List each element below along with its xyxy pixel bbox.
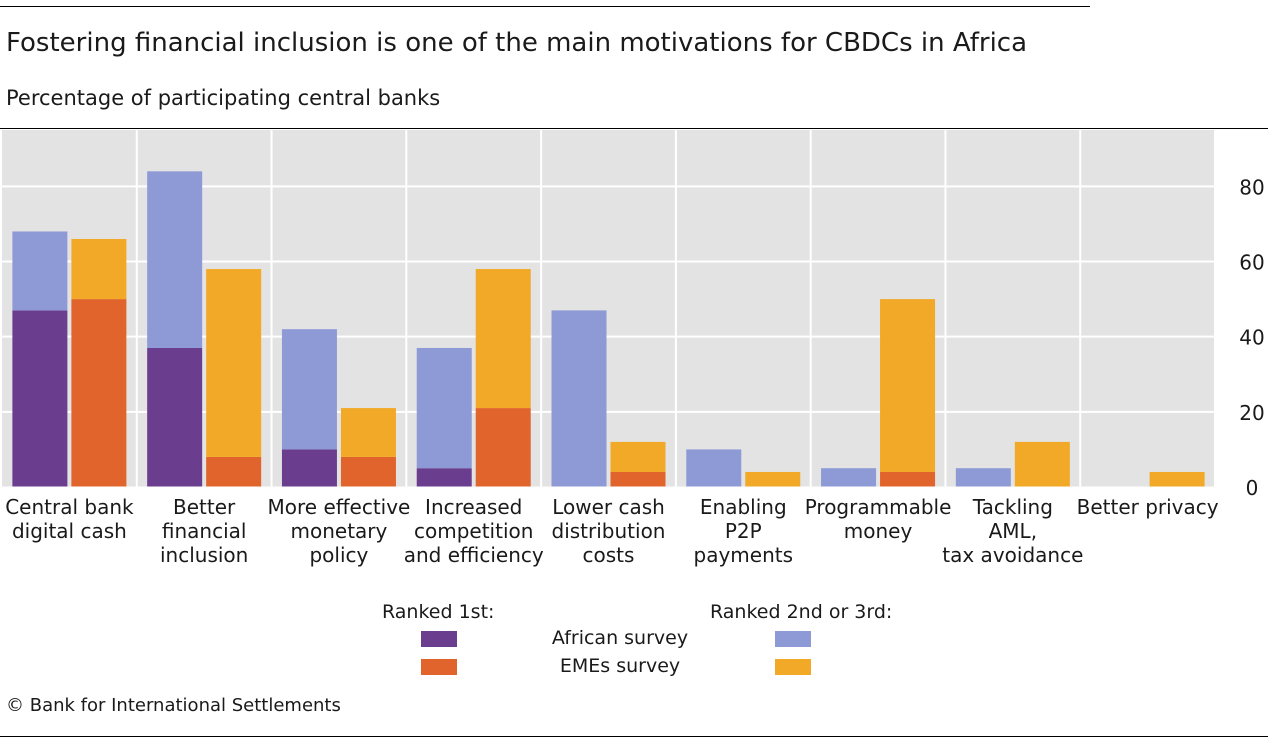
y-tick-label: 60	[1239, 251, 1264, 275]
chart-title: Fostering financial inclusion is one of …	[6, 28, 1028, 58]
category-label: Better	[173, 495, 236, 519]
bar-emes-ranked-2nd-3rd	[340, 408, 396, 457]
bar-emes-ranked-1st	[880, 471, 936, 487]
category-label: Better privacy	[1077, 495, 1219, 519]
bar-emes-ranked-2nd-3rd	[610, 441, 666, 472]
bar-african-ranked-2nd-3rd	[551, 310, 607, 487]
category-label: payments	[694, 543, 794, 567]
legend-heading-ranked-2nd-3rd: Ranked 2nd or 3rd:	[710, 601, 893, 623]
bar-emes-ranked-1st	[610, 471, 666, 487]
header-rule	[0, 128, 1268, 129]
legend-label-emes-survey: EMEs survey	[559, 655, 681, 677]
bar-african-ranked-2nd-3rd	[955, 468, 1011, 487]
legend-swatch-african-ranked-2nd-3rd	[775, 631, 811, 647]
bottom-rule	[0, 736, 1268, 737]
bar-african-ranked-2nd-3rd	[147, 171, 203, 348]
bar-african-ranked-2nd-3rd	[821, 468, 877, 487]
y-tick-label: 40	[1239, 326, 1264, 350]
bar-african-ranked-1st	[147, 347, 203, 487]
bar-emes-ranked-1st	[340, 456, 396, 487]
bar-african-ranked-2nd-3rd	[416, 347, 472, 469]
category-label: inclusion	[160, 543, 248, 567]
top-rule	[0, 6, 1090, 7]
category-label: Increased	[425, 495, 522, 519]
bar-emes-ranked-2nd-3rd	[71, 238, 127, 300]
category-label: tax avoidance	[942, 543, 1083, 567]
bar-african-ranked-2nd-3rd	[686, 449, 742, 487]
legend-heading-ranked-1st: Ranked 1st:	[382, 601, 495, 623]
bar-emes-ranked-1st	[206, 456, 262, 487]
plot-background	[2, 130, 1215, 487]
bar-african-ranked-1st	[416, 468, 472, 487]
bar-african-ranked-2nd-3rd	[12, 231, 68, 311]
bar-emes-ranked-2nd-3rd	[475, 269, 531, 409]
bar-emes-ranked-2nd-3rd	[1149, 471, 1205, 487]
category-label: Tackling	[972, 495, 1053, 519]
category-label: competition	[414, 519, 533, 543]
legend-label-african-survey: African survey	[551, 627, 689, 649]
category-label: costs	[583, 543, 635, 567]
category-label: and efficiency	[404, 543, 544, 567]
bar-african-ranked-2nd-3rd	[281, 329, 337, 450]
legend-swatch-emes-ranked-2nd-3rd	[775, 659, 811, 675]
bar-emes-ranked-1st	[475, 408, 531, 487]
category-label: digital cash	[12, 519, 127, 543]
y-tick-label: 80	[1239, 175, 1264, 199]
category-label: Lower cash	[552, 495, 665, 519]
source-credit: © Bank for International Settlements	[6, 695, 341, 716]
legend-swatch-emes-ranked-1st	[421, 659, 457, 675]
bar-emes-ranked-2nd-3rd	[206, 269, 262, 457]
bar-emes-ranked-1st	[71, 299, 127, 487]
bar-african-ranked-1st	[12, 310, 68, 487]
legend-swatch-african-ranked-1st	[421, 631, 457, 647]
y-tick-label: 0	[1246, 476, 1259, 500]
bar-emes-ranked-2nd-3rd	[745, 471, 801, 487]
bar-emes-ranked-2nd-3rd	[880, 299, 936, 472]
category-label: money	[844, 519, 913, 543]
category-label: P2P	[725, 519, 762, 543]
category-label: financial	[162, 519, 247, 543]
category-label: More effective	[268, 495, 411, 519]
category-label: distribution	[552, 519, 666, 543]
category-label: AML,	[989, 519, 1037, 543]
category-label: monetary	[291, 519, 388, 543]
y-tick-label: 20	[1239, 401, 1264, 425]
category-label: Central bank	[5, 495, 134, 519]
bar-emes-ranked-2nd-3rd	[1014, 441, 1070, 487]
category-label: policy	[309, 543, 368, 567]
chart-subtitle: Percentage of participating central bank…	[6, 86, 441, 110]
category-label: Enabling	[700, 495, 787, 519]
category-label: Programmable	[805, 495, 952, 519]
bar-african-ranked-1st	[281, 449, 337, 487]
